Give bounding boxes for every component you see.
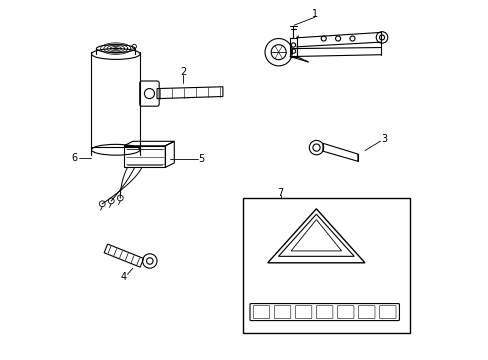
Text: 3: 3	[380, 134, 386, 144]
Text: 4: 4	[121, 272, 127, 282]
Text: 7: 7	[277, 188, 283, 198]
Text: 6: 6	[71, 153, 78, 163]
Text: 1: 1	[311, 9, 317, 19]
Text: 2: 2	[180, 67, 186, 77]
Text: 5: 5	[198, 154, 204, 164]
